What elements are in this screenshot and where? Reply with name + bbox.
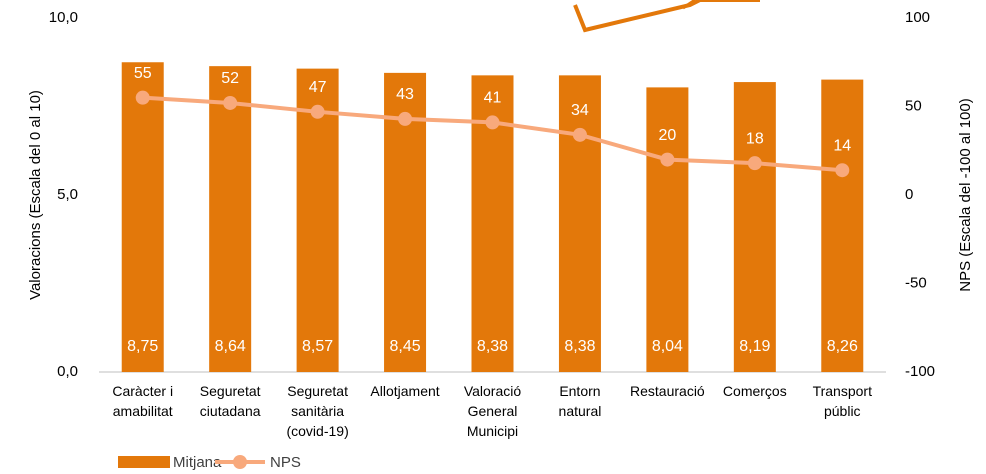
x-tick-label: Restauració xyxy=(617,381,717,401)
x-tick-label: Seguretat ciutadana xyxy=(180,381,280,421)
line-marker xyxy=(136,91,150,105)
line-value-label: 55 xyxy=(134,65,152,82)
bar-value-label: 8,64 xyxy=(215,338,246,355)
bar-value-label: 8,45 xyxy=(389,338,420,355)
line-marker xyxy=(223,96,237,110)
line-marker xyxy=(311,105,325,119)
bar xyxy=(209,66,251,372)
x-tick-label: Entorn natural xyxy=(530,381,630,421)
y2-tick-label: 100 xyxy=(905,9,930,26)
y2-tick-label: -50 xyxy=(905,274,927,291)
line-value-label: 34 xyxy=(571,102,589,119)
legend-swatch xyxy=(233,455,247,469)
bar-value-label: 8,19 xyxy=(739,338,770,355)
legend-swatch xyxy=(118,456,170,468)
line-value-label: 14 xyxy=(833,137,851,154)
line-marker xyxy=(835,163,849,177)
line-marker xyxy=(748,156,762,170)
line-value-label: 18 xyxy=(746,130,764,147)
y2-tick-label: -100 xyxy=(905,363,935,380)
y-tick-label: 10,0 xyxy=(49,9,78,26)
bar xyxy=(122,62,164,372)
x-tick-label: Seguretat sanitària (covid-19) xyxy=(268,381,368,441)
x-tick-label: Valoració General Municipi xyxy=(443,381,543,441)
bar xyxy=(734,82,776,372)
bar-value-label: 8,38 xyxy=(564,338,595,355)
y-tick-label: 0,0 xyxy=(57,363,78,380)
x-tick-label: Caràcter i amabilitat xyxy=(93,381,193,421)
y2-axis-title: NPS (Escala del -100 al 100) xyxy=(957,98,974,291)
x-tick-label: Transport públic xyxy=(792,381,892,421)
line-value-label: 41 xyxy=(484,90,502,107)
y-axis-title: Valoracions (Escala del 0 al 10) xyxy=(27,90,44,300)
legend-label: Mitjana xyxy=(173,454,222,471)
line-marker xyxy=(486,115,500,129)
y2-tick-label: 0 xyxy=(905,186,913,203)
x-tick-label: Comerços xyxy=(705,381,805,401)
x-tick-label: Allotjament xyxy=(355,381,455,401)
legend-label: NPS xyxy=(270,454,301,471)
bar-value-label: 8,38 xyxy=(477,338,508,355)
line-value-label: 47 xyxy=(309,79,327,96)
decoration xyxy=(575,0,760,30)
line-value-label: 20 xyxy=(658,127,676,144)
line-marker xyxy=(398,112,412,126)
chart: Valoracions (Escala del 0 al 10) NPS (Es… xyxy=(0,0,986,474)
y2-tick-label: 50 xyxy=(905,97,922,114)
bar-value-label: 8,75 xyxy=(127,338,158,355)
bar-value-label: 8,57 xyxy=(302,338,333,355)
bar xyxy=(821,80,863,372)
line-value-label: 52 xyxy=(221,70,239,87)
line-marker xyxy=(660,153,674,167)
y-tick-label: 5,0 xyxy=(57,186,78,203)
bar xyxy=(559,75,601,372)
bar-value-label: 8,04 xyxy=(652,338,683,355)
line-marker xyxy=(573,128,587,142)
bar-value-label: 8,26 xyxy=(827,338,858,355)
line-value-label: 43 xyxy=(396,86,414,103)
